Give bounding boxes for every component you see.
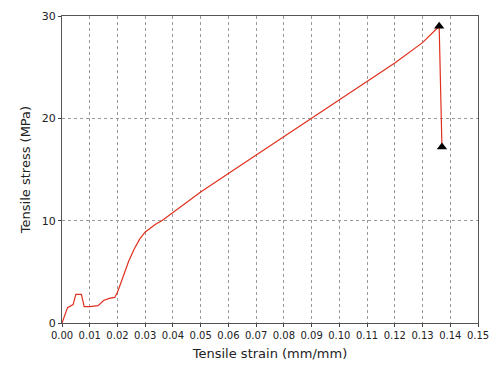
svg-text:0.05: 0.05 <box>190 330 212 341</box>
svg-text:0.10: 0.10 <box>328 330 350 341</box>
svg-text:0.07: 0.07 <box>245 330 267 341</box>
svg-text:0.12: 0.12 <box>384 330 406 341</box>
svg-text:10: 10 <box>42 215 56 228</box>
svg-text:Tensile stress (MPa): Tensile stress (MPa) <box>18 106 33 234</box>
svg-text:0: 0 <box>49 317 56 330</box>
svg-text:20: 20 <box>42 112 56 125</box>
svg-text:0.11: 0.11 <box>356 330 378 341</box>
svg-text:0.03: 0.03 <box>134 330 156 341</box>
svg-text:Tensile strain (mm/mm): Tensile strain (mm/mm) <box>192 346 347 361</box>
svg-text:0.14: 0.14 <box>439 330 461 341</box>
svg-text:0.02: 0.02 <box>106 330 128 341</box>
svg-text:0.15: 0.15 <box>467 330 489 341</box>
svg-text:0.09: 0.09 <box>300 330 322 341</box>
svg-text:0.01: 0.01 <box>79 330 101 341</box>
svg-text:0.00: 0.00 <box>51 330 73 341</box>
svg-text:0.13: 0.13 <box>411 330 433 341</box>
svg-text:0.06: 0.06 <box>217 330 239 341</box>
svg-text:0.04: 0.04 <box>162 330 184 341</box>
svg-text:30: 30 <box>42 10 56 23</box>
svg-text:0.08: 0.08 <box>273 330 295 341</box>
